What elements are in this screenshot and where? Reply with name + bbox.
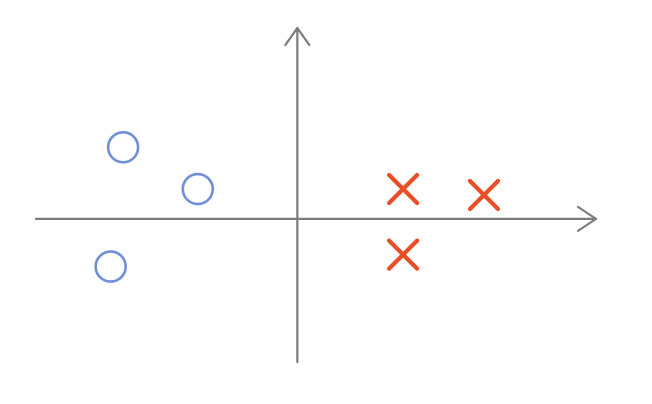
axes-layer xyxy=(34,26,598,364)
marks-layer xyxy=(94,130,501,283)
circle-point-2 xyxy=(181,172,215,206)
cross-point-3 xyxy=(387,238,420,271)
cross-point-3-stroke-b xyxy=(387,238,420,271)
circle-point-3 xyxy=(94,250,127,283)
y-axis-arrowhead xyxy=(284,26,311,47)
x-axis-arrowhead xyxy=(576,205,598,232)
cross-point-2 xyxy=(467,178,501,212)
cross-point-1-stroke-b xyxy=(387,172,420,206)
circle-point-1 xyxy=(106,130,140,164)
cross-point-1 xyxy=(387,172,420,206)
cross-point-2-stroke-b xyxy=(467,178,501,212)
